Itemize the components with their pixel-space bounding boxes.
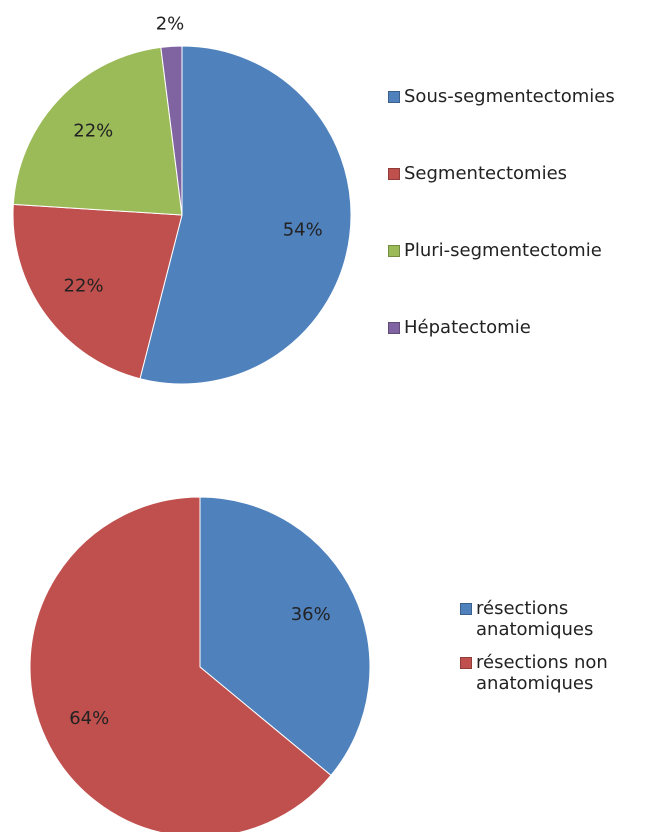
data-label: 22% — [73, 121, 113, 142]
pie-slice — [12, 46, 183, 216]
legend-label: Pluri-segmentectomie — [404, 240, 602, 261]
legend: Sous-segmentectomies Segmentectomies Pluri… — [388, 86, 658, 394]
legend-label: résections non anatomiques — [476, 652, 608, 694]
legend-item: Segmentectomies — [388, 163, 658, 184]
legend-label: Hépatectomie — [404, 317, 531, 338]
pie-slice — [12, 203, 183, 380]
data-label: 54% — [283, 219, 323, 240]
legend-swatch — [388, 91, 400, 103]
legend-item: Pluri-segmentectomie — [388, 240, 658, 261]
legend-item: Hépatectomie — [388, 317, 658, 338]
legend-swatch — [388, 168, 400, 180]
legend-swatch — [460, 603, 472, 615]
pie-slice — [160, 45, 183, 216]
legend-swatch — [388, 322, 400, 334]
pie-slice — [199, 496, 371, 777]
data-label: 36% — [291, 604, 331, 625]
legend-label: résections anatomiques — [476, 598, 594, 640]
pie-slice — [139, 45, 352, 385]
data-label: 64% — [69, 708, 109, 729]
data-label: 22% — [64, 276, 104, 297]
legend-swatch — [460, 657, 472, 669]
data-label: 2% — [156, 13, 185, 34]
legend-item: résections anatomiques — [460, 598, 650, 640]
legend-label: Segmentectomies — [404, 163, 568, 184]
legend-item: résections non anatomiques — [460, 652, 650, 694]
legend: résections anatomiques résections non ana… — [460, 598, 650, 706]
pie-slice — [29, 496, 332, 832]
legend-label: Sous-segmentectomies — [404, 86, 615, 107]
legend-item: Sous-segmentectomies — [388, 86, 658, 107]
legend-swatch — [388, 245, 400, 257]
